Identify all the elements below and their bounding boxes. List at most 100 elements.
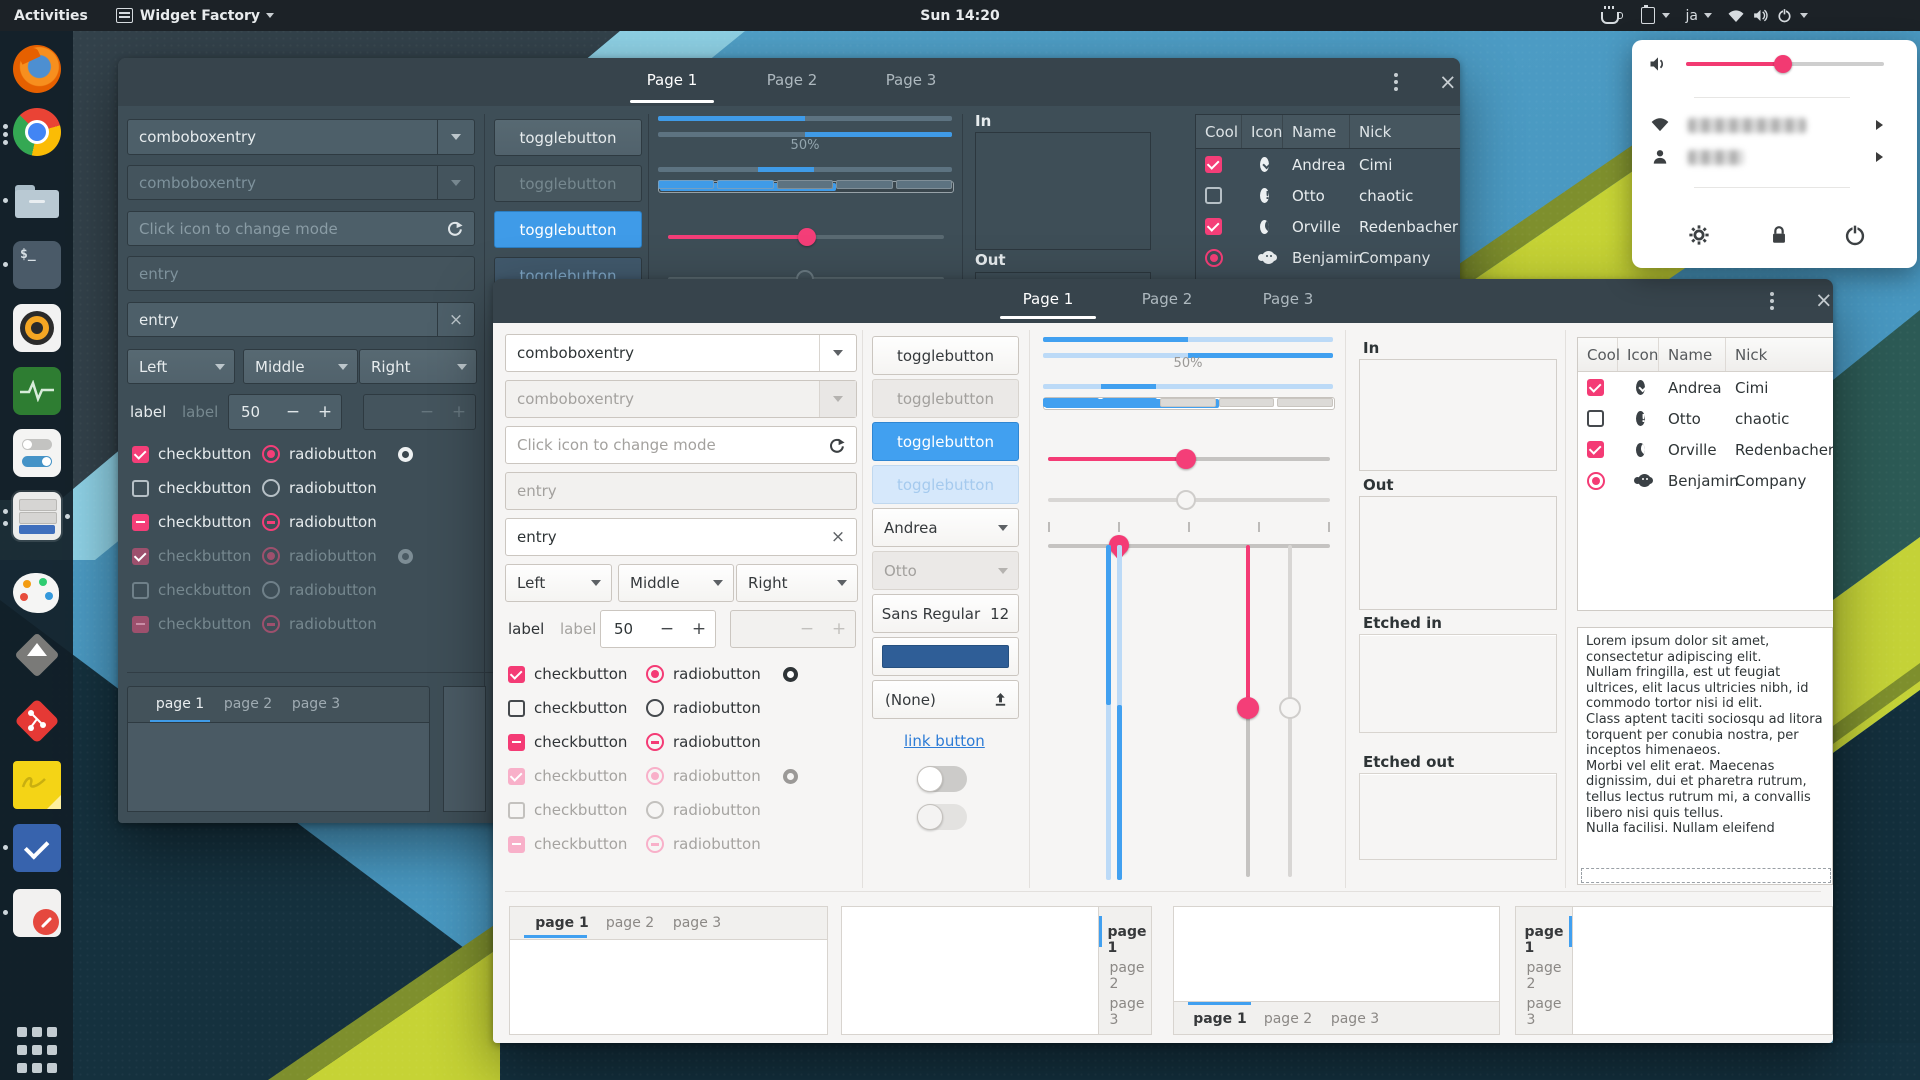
keyboard-layout[interactable]: ja	[1685, 7, 1698, 24]
clipboard-icon[interactable]	[1636, 0, 1660, 31]
togglebutton-active[interactable]: togglebutton	[872, 422, 1019, 461]
tree-row[interactable]: Benjamin Company	[1578, 465, 1833, 496]
file-chooser-button[interactable]: (None)	[872, 680, 1019, 719]
dock-item-todo[interactable]	[13, 824, 61, 872]
settings-gear-icon[interactable]	[1688, 224, 1710, 246]
tree-row[interactable]: ! Otto chaotic	[1196, 180, 1460, 211]
light-window-headerbar[interactable]: Page 1 Page 2 Page 3 ×	[493, 279, 1833, 323]
entry-clearable[interactable]: entry ×	[505, 518, 857, 556]
tree-header-name[interactable]: Name	[1659, 338, 1726, 371]
dock-item-git[interactable]	[13, 697, 61, 745]
clock[interactable]: Sun 14:20	[920, 7, 1000, 24]
dock-item-terminal[interactable]: $_	[13, 241, 61, 289]
radio-selected[interactable]	[646, 665, 664, 683]
switch-off[interactable]	[917, 766, 967, 792]
show-apps-button[interactable]	[13, 1026, 61, 1074]
notebook-tab-page1[interactable]: page 1	[535, 915, 589, 931]
dark-window-headerbar[interactable]: Page 1 Page 2 Page 3 ×	[118, 58, 1460, 106]
combo-right[interactable]: Right	[359, 349, 477, 384]
combo-left[interactable]: Left	[127, 349, 235, 384]
spin-minus-button[interactable]: −	[285, 402, 301, 422]
checkbox-checked[interactable]	[132, 445, 149, 463]
refresh-icon[interactable]	[446, 220, 463, 237]
option-indicator[interactable]	[783, 666, 798, 682]
volume-knob[interactable]	[1774, 55, 1792, 73]
menu-kebab-icon[interactable]	[1770, 292, 1774, 310]
spin-plus-button[interactable]: +	[317, 402, 333, 422]
togglebutton[interactable]: togglebutton	[494, 119, 642, 156]
tab-page3[interactable]: Page 3	[885, 71, 937, 89]
option-indicator[interactable]	[398, 446, 413, 462]
lock-icon[interactable]	[1768, 224, 1790, 246]
spin-minus-button[interactable]: −	[659, 619, 675, 639]
link-button[interactable]: link button	[904, 732, 985, 750]
radio-unselected[interactable]	[262, 479, 280, 497]
volume-icon[interactable]	[1748, 0, 1772, 31]
notebook-tab-page2[interactable]: page 2	[1263, 1011, 1313, 1027]
notebook-tab-page2[interactable]: page 2	[1109, 960, 1145, 992]
combo-right[interactable]: Right	[736, 564, 858, 602]
tree-row[interactable]: Benjamin Company	[1196, 242, 1460, 273]
wifi-icon[interactable]	[1724, 0, 1748, 31]
tab-page1[interactable]: Page 1	[1022, 290, 1074, 308]
tree-header-cool[interactable]: Cool	[1578, 338, 1620, 371]
caffeine-icon[interactable]	[1598, 0, 1623, 31]
tree-header-nick[interactable]: Nick	[1359, 122, 1392, 141]
dock-item-text-editor[interactable]	[13, 889, 61, 937]
refresh-icon[interactable]	[828, 437, 845, 454]
notebook-tab-page2[interactable]: page 2	[223, 696, 273, 712]
dock-item-inkscape[interactable]	[13, 631, 61, 679]
tab-page1[interactable]: Page 1	[646, 71, 698, 89]
radio-mixed[interactable]	[262, 513, 280, 531]
clear-icon[interactable]: ×	[830, 527, 846, 547]
tree-row[interactable]: Orville Redenbacher	[1578, 434, 1833, 465]
notebook-tab-page3[interactable]: page 3	[291, 696, 341, 712]
dock-item-notes[interactable]	[13, 761, 61, 809]
scale-slider[interactable]	[668, 228, 944, 246]
dock-item-chrome[interactable]	[13, 108, 61, 156]
tree-row[interactable]: Andrea Cimi	[1578, 372, 1833, 403]
slider-knob[interactable]	[798, 228, 816, 246]
scale-slider[interactable]	[1048, 449, 1330, 469]
app-menu-button[interactable]: Widget Factory	[106, 0, 284, 31]
togglebutton[interactable]: togglebutton	[872, 336, 1019, 375]
checkbox-unchecked[interactable]	[508, 699, 525, 717]
tab-page2[interactable]: Page 2	[766, 71, 818, 89]
combo-left[interactable]: Left	[505, 564, 612, 602]
tree-header-cool[interactable]: Cool	[1196, 115, 1242, 148]
checkbox-checked[interactable]	[508, 665, 525, 683]
tree-row[interactable]: Orville Redenbacher	[1196, 211, 1460, 242]
notebook-tab-page1[interactable]: page 1	[1193, 1011, 1247, 1027]
power-icon[interactable]	[1844, 224, 1866, 246]
dock-item-files[interactable]	[13, 177, 61, 225]
menu-kebab-icon[interactable]	[1394, 73, 1398, 91]
notebook-tab-page3[interactable]: page 3	[1526, 996, 1562, 1028]
checkbox-unchecked[interactable]	[132, 479, 149, 497]
radio-mixed[interactable]	[646, 733, 664, 751]
checkbox-mixed[interactable]	[132, 513, 149, 531]
notebook-tab-page2[interactable]: page 2	[1526, 960, 1562, 992]
spin-plus-button[interactable]: +	[691, 619, 707, 639]
tab-page3[interactable]: Page 3	[1262, 290, 1314, 308]
radio-unselected[interactable]	[646, 699, 664, 717]
dock-item-palette[interactable]	[13, 569, 61, 617]
slider-knob[interactable]	[1176, 449, 1196, 469]
notebook-tab-page1[interactable]: page 1	[155, 696, 205, 712]
tree-header-icon[interactable]: Icon	[1618, 338, 1659, 371]
tree-header-name[interactable]: Name	[1283, 115, 1350, 148]
dock-item-widget-factory[interactable]	[13, 492, 61, 540]
tree-row[interactable]: Andrea Cimi	[1196, 149, 1460, 180]
close-icon[interactable]: ×	[1815, 288, 1833, 312]
notebook-tab-page3[interactable]: page 3	[672, 915, 722, 931]
tab-page2[interactable]: Page 2	[1141, 290, 1193, 308]
spinbutton[interactable]: 50 − +	[600, 610, 716, 648]
dock-item-firefox[interactable]	[13, 45, 61, 93]
notebook-tab-page3[interactable]: page 3	[1330, 1011, 1380, 1027]
combo-middle[interactable]: Middle	[618, 564, 734, 602]
chevron-down-icon[interactable]	[819, 335, 856, 371]
togglebutton-active[interactable]: togglebutton	[494, 211, 642, 248]
notebook-tab-page1[interactable]: page 1	[1524, 924, 1564, 956]
clear-icon[interactable]: ×	[437, 303, 474, 336]
chevron-down-icon[interactable]	[437, 120, 474, 154]
comboboxentry[interactable]: comboboxentry	[127, 119, 475, 155]
